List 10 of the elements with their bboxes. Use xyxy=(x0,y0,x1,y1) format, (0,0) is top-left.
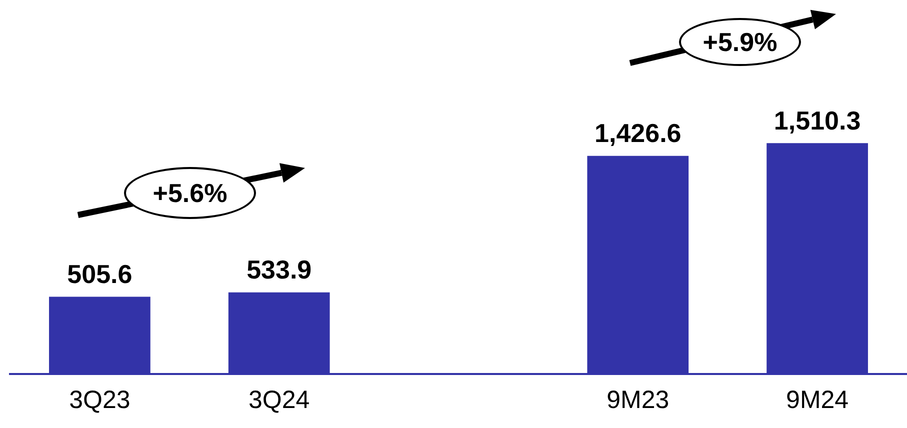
data-label: 533.9 xyxy=(246,254,312,285)
x-tick-label: 9M23 xyxy=(606,386,670,414)
data-label: 1,426.6 xyxy=(594,118,682,148)
data-label: 1,510.3 xyxy=(774,105,861,136)
x-tick-label: 3Q24 xyxy=(248,386,310,414)
data-label: 505.6 xyxy=(67,258,132,289)
x-tick-label: 3Q23 xyxy=(69,386,130,414)
x-tick-label: 9M24 xyxy=(786,386,849,414)
text: +5.9% xyxy=(679,18,801,66)
annotation: +5.6% xyxy=(124,167,256,219)
